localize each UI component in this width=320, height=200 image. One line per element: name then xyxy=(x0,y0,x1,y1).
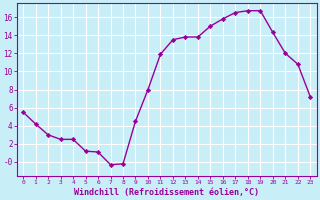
X-axis label: Windchill (Refroidissement éolien,°C): Windchill (Refroidissement éolien,°C) xyxy=(74,188,259,197)
